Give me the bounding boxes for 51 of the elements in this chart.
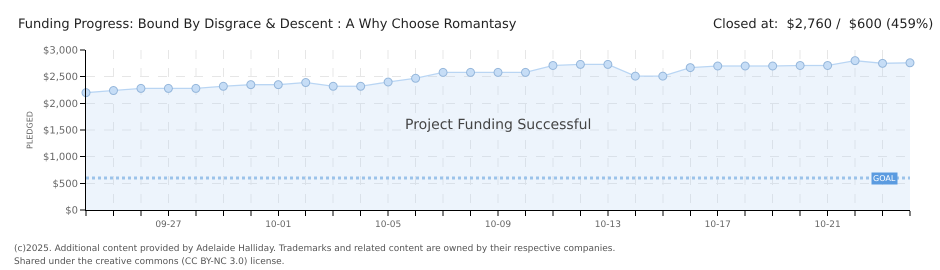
x-tick-label: 10-05	[375, 220, 402, 230]
point	[301, 78, 310, 88]
point	[658, 72, 668, 81]
point	[191, 84, 200, 93]
point	[603, 60, 612, 69]
y-tick-label: $500	[52, 178, 78, 190]
point	[466, 68, 476, 77]
point	[796, 60, 805, 70]
y-tick-label: $1,500	[43, 126, 78, 136]
x-tick-label: 09-27	[155, 220, 182, 230]
point	[164, 84, 173, 93]
point	[740, 62, 750, 70]
point	[850, 56, 860, 66]
point	[548, 60, 558, 70]
point	[768, 62, 778, 70]
annotation: Project Funding Successful	[405, 117, 592, 133]
chart-subtitle: Closed at: $2,760 / $600 (459%)	[713, 17, 934, 32]
point	[494, 68, 502, 77]
text: Shared under the creative commons (CC BY-NC 3.0) license.	[14, 257, 285, 267]
point	[713, 62, 722, 70]
ref-line-label: GOAL	[873, 174, 896, 183]
x-tick-label: 10-13	[594, 220, 621, 230]
x-tick-label: 10-17	[704, 220, 731, 230]
y-tick-label: $2,500	[43, 72, 78, 84]
point	[356, 82, 366, 91]
point	[878, 58, 888, 68]
point	[411, 74, 420, 83]
y-axis-title: PLEDGED	[26, 111, 35, 149]
y-tick-label: $0	[65, 206, 78, 216]
y-tick-label: $2,000	[43, 98, 78, 110]
point	[686, 63, 695, 72]
point	[328, 82, 338, 91]
point	[108, 86, 118, 96]
x-tick-label: 10-09	[484, 220, 512, 230]
x-tick-label: 10-01	[265, 220, 292, 230]
point	[384, 78, 393, 86]
point	[274, 80, 283, 90]
point	[630, 72, 640, 81]
point	[246, 80, 256, 90]
point	[906, 58, 914, 68]
point	[218, 82, 228, 91]
y-tick-label: $1,000	[43, 152, 78, 164]
text: (c)2025. Additional content provided by Adelaide Halliday. Trademarks and related content are owned by their respective companies.	[14, 244, 616, 254]
point	[520, 68, 530, 77]
point	[136, 84, 146, 93]
chart-title: Funding Progress: Bound By Disgrace & Descent : A Why Choose Romantasy	[18, 17, 517, 32]
y-tick-label: $3,000	[43, 46, 78, 56]
point	[438, 68, 448, 77]
x-tick-label: 10-21	[814, 220, 841, 230]
point	[576, 60, 585, 69]
point	[823, 60, 832, 70]
